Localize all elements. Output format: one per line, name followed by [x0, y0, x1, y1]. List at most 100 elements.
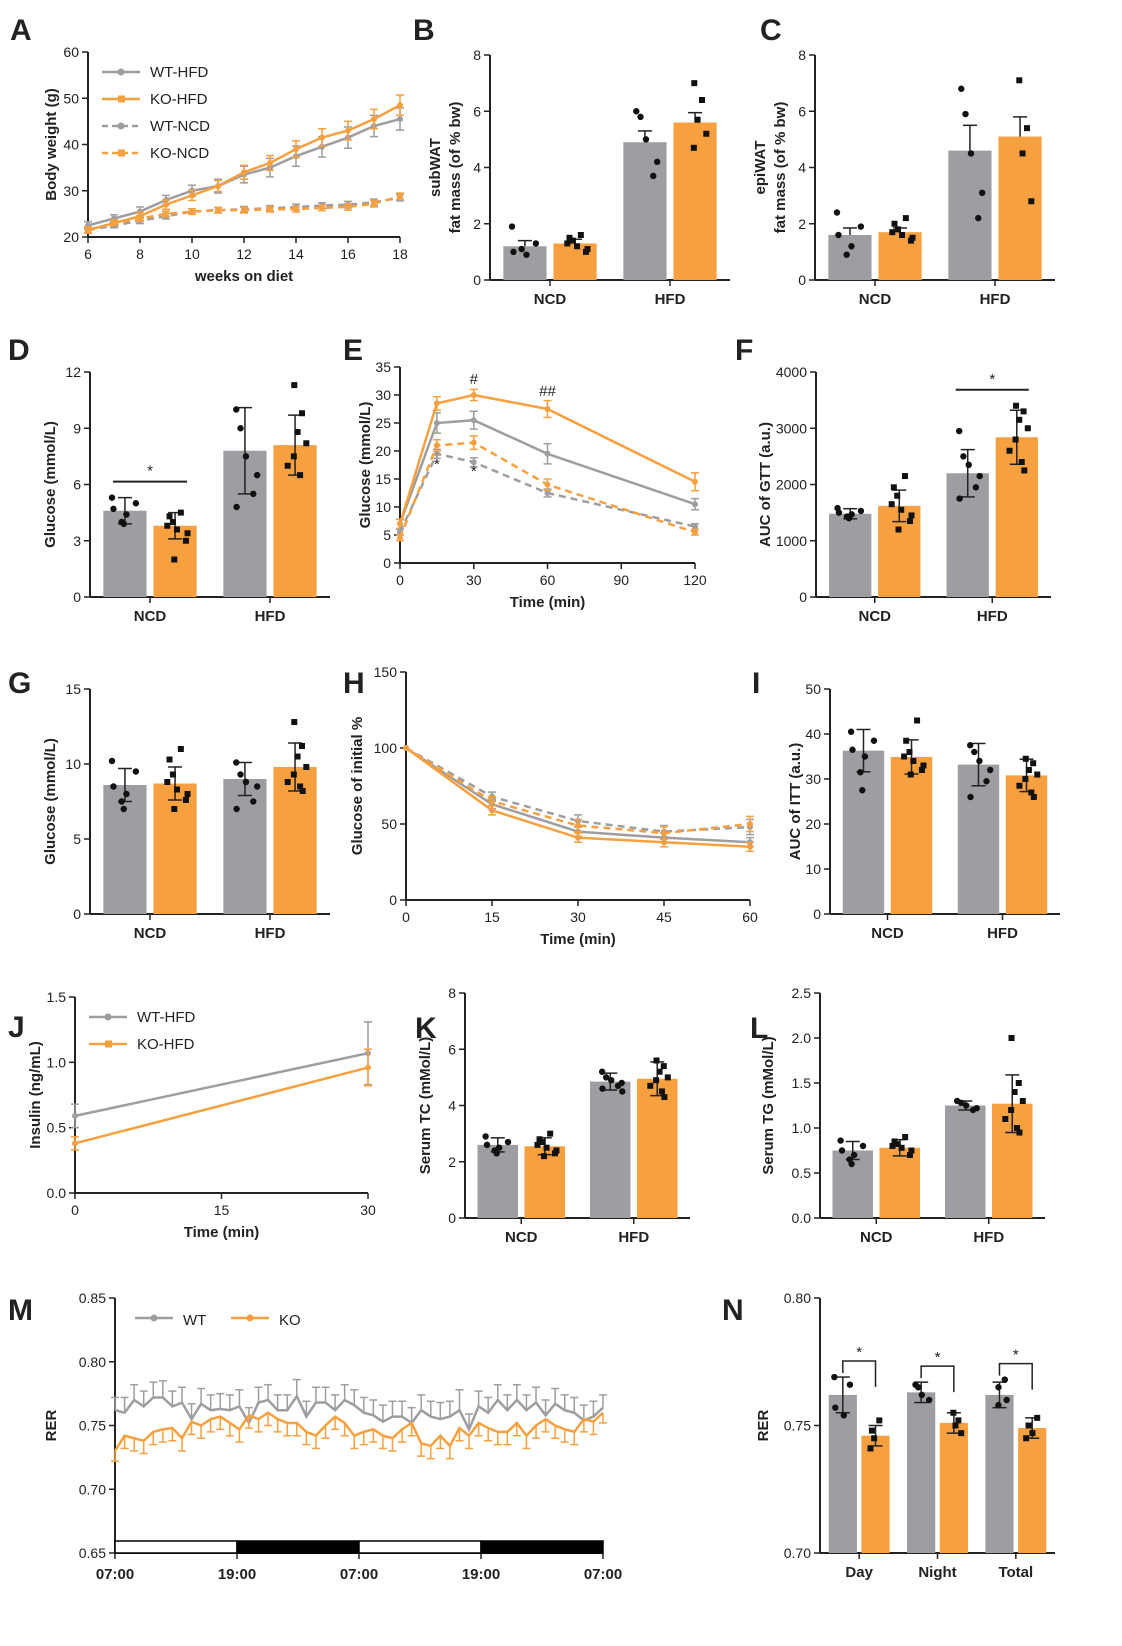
- data-point: [547, 1130, 554, 1137]
- bar-ko-ncd: [153, 783, 197, 914]
- y-tick-label: 25: [375, 415, 391, 431]
- series-point: [293, 146, 299, 153]
- category-label: NCD: [859, 291, 892, 308]
- data-point: [582, 248, 589, 255]
- data-point: [889, 229, 896, 236]
- x-tick-label: 0: [71, 1202, 79, 1218]
- series-point: [111, 220, 117, 227]
- y-axis-label: epiWAT: [752, 141, 769, 195]
- series-point: [371, 116, 377, 123]
- series-point: [470, 439, 477, 446]
- x-tick-label: 90: [613, 572, 629, 588]
- panel-label: A: [10, 14, 32, 47]
- y-tick-label: 0.5: [792, 1165, 812, 1181]
- series-point: [470, 392, 477, 398]
- series-point: [319, 134, 325, 141]
- x-tick-label: 12: [236, 246, 252, 262]
- data-point: [1024, 425, 1031, 432]
- data-point: [898, 1144, 905, 1151]
- y-axis-label: Insulin (ng/mL): [27, 1041, 44, 1148]
- data-point: [960, 453, 967, 460]
- data-point: [510, 248, 517, 256]
- y-tick-label: 1.0: [792, 1120, 812, 1136]
- data-point: [171, 556, 178, 563]
- data-point: [532, 240, 540, 247]
- data-point: [184, 791, 191, 797]
- series-point: [747, 821, 753, 827]
- data-point: [1020, 408, 1027, 415]
- data-point: [925, 1396, 933, 1404]
- panel-label: H: [343, 667, 365, 700]
- legend-label: WT-NCD: [150, 118, 210, 135]
- data-point: [120, 805, 127, 813]
- x-axis-label: weeks on diet: [194, 268, 293, 285]
- category-label: HFD: [255, 925, 286, 942]
- data-point: [1022, 776, 1029, 782]
- data-point: [294, 753, 301, 760]
- series-point: [397, 534, 403, 541]
- bar-wt-hfd: [590, 1081, 631, 1218]
- bar-wt-night: [907, 1392, 936, 1553]
- y-tick-label: 1.0: [47, 1054, 67, 1070]
- bar-wt-ncd: [842, 750, 885, 914]
- dark-phase-bar: [480, 1540, 604, 1554]
- data-point: [1008, 1107, 1015, 1113]
- data-point: [290, 453, 297, 460]
- series-point: [661, 839, 667, 846]
- data-point: [253, 471, 261, 479]
- y-tick-label: 20: [805, 816, 821, 832]
- data-point: [995, 1384, 1002, 1391]
- series-point: [189, 192, 195, 199]
- bar-ko-hfd: [1005, 775, 1048, 914]
- data-point: [294, 429, 301, 435]
- data-point: [1006, 447, 1013, 454]
- bar-wt-ncd: [832, 1150, 874, 1218]
- data-point: [614, 1082, 622, 1090]
- x-tick-label: 8: [136, 246, 144, 262]
- x-tick-label: 30: [360, 1202, 376, 1218]
- data-point: [1022, 755, 1029, 762]
- category-label: NCD: [134, 608, 167, 625]
- data-point: [952, 1422, 959, 1429]
- y-tick-label: 4: [798, 160, 806, 176]
- series-point: [345, 127, 351, 134]
- data-point: [574, 243, 581, 250]
- data-point: [110, 783, 117, 790]
- data-point: [118, 798, 125, 805]
- data-point: [504, 1138, 512, 1146]
- data-point: [1016, 77, 1023, 84]
- panel-A: A 20 30 40 50 60 Body weight (g) 6 8 10 12 14 16 18 we…: [10, 14, 408, 285]
- bar-wt-total: [985, 1394, 1014, 1553]
- y-tick-label: 60: [63, 44, 79, 60]
- x-axis-label: Time (min): [184, 1224, 260, 1241]
- data-point: [233, 503, 240, 511]
- data-point: [958, 85, 965, 92]
- data-point: [523, 251, 530, 258]
- data-point: [171, 806, 178, 812]
- y-tick-label: 4: [473, 160, 481, 176]
- y-tick-label: 3000: [776, 420, 807, 436]
- panel-label: K: [415, 1012, 437, 1045]
- data-point: [577, 232, 584, 238]
- series-point: [544, 490, 551, 496]
- x-tick-label: 6: [84, 246, 92, 262]
- y-tick-label: 50: [63, 90, 79, 106]
- data-point: [633, 108, 640, 115]
- data-point: [653, 1057, 660, 1064]
- category-label: NCD: [534, 291, 567, 308]
- data-point: [1002, 1116, 1009, 1122]
- series-line-wt: [114, 1393, 604, 1433]
- data-point: [539, 1139, 546, 1146]
- data-point: [184, 530, 191, 537]
- data-point: [950, 1409, 957, 1416]
- data-point: [857, 507, 865, 515]
- series-point: [470, 417, 477, 424]
- data-point: [1025, 767, 1032, 773]
- data-point: [1011, 1089, 1018, 1095]
- series-line-wt-hfd: [398, 418, 696, 525]
- data-point: [250, 798, 257, 805]
- legend-label: KO-HFD: [150, 91, 208, 108]
- category-label: HFD: [618, 1229, 649, 1246]
- data-point: [566, 234, 573, 241]
